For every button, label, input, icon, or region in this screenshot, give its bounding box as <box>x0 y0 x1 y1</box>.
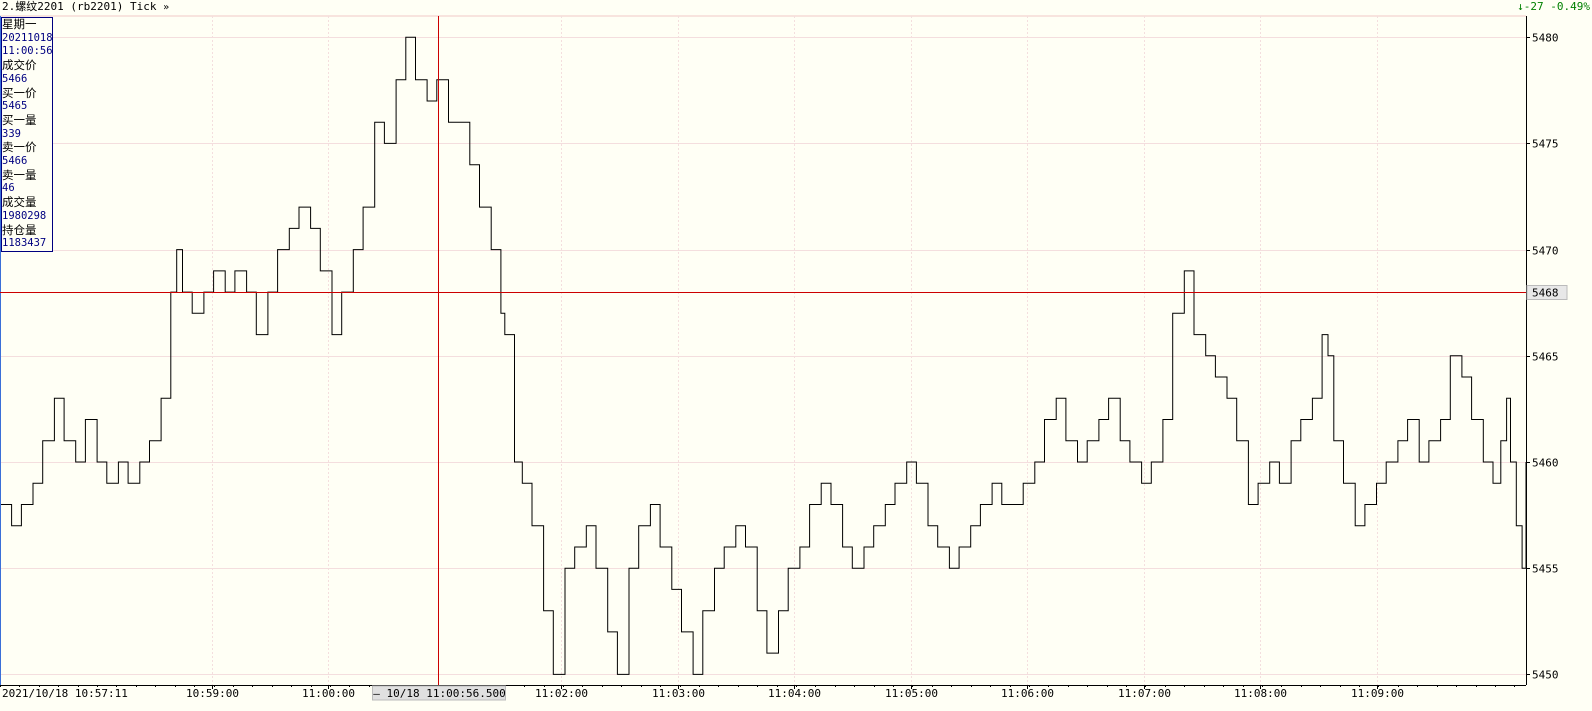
info-date: 20211018 <box>2 31 53 44</box>
y-tick-label: 5450 <box>1532 669 1559 682</box>
info-label-open-interest: 持仓量 <box>2 222 37 237</box>
info-value-last-price: 5466 <box>2 72 28 85</box>
x-tick-label: 11:03:00 <box>652 687 705 700</box>
crosshair-time-label: — 10/18 11:00:56.500 <box>373 687 505 700</box>
x-start-label: 2021/10/18 10:57:11 <box>2 687 128 700</box>
x-tick-label: 11:00:00 <box>302 687 355 700</box>
x-tick-label: 11:04:00 <box>768 687 821 700</box>
double-chevron-down-icon[interactable]: » <box>163 2 170 13</box>
y-tick-label: 5470 <box>1532 245 1559 258</box>
y-tick-label: 5460 <box>1532 457 1559 470</box>
price-change-text: -27 -0.49% <box>1523 0 1590 13</box>
price-series-line <box>0 36 1527 675</box>
grid-lines <box>0 15 1526 685</box>
info-value-bid-volume: 339 <box>2 127 21 140</box>
info-panel: 星期一 20211018 11:00:56 成交价 5466 买一价 5465 … <box>1 17 53 252</box>
y-tick-label: 5480 <box>1532 32 1559 45</box>
arrow-down-icon: ↓ <box>1517 0 1524 13</box>
y-tick-label: 5455 <box>1532 563 1559 576</box>
x-tick-label: 11:07:00 <box>1118 687 1171 700</box>
axes: 5480 5475 5470 5465 5460 5455 5450 10:59:00 11:0… <box>0 16 1559 700</box>
info-value-open-interest: 1183437 <box>2 237 47 250</box>
chart-title-text: 2.螺纹2201 (rb2201) Tick <box>2 0 157 13</box>
x-tick-label: 11:08:00 <box>1234 687 1287 700</box>
info-value-ask-price: 5466 <box>2 155 28 168</box>
info-time: 11:00:56 <box>2 45 53 58</box>
info-label-ask-price: 卖一价 <box>2 140 37 155</box>
info-label-bid-price: 买一价 <box>2 85 37 100</box>
info-value-bid-price: 5465 <box>2 100 28 113</box>
x-tick-label: 10:59:00 <box>186 687 239 700</box>
info-label-volume: 成交量 <box>2 195 37 210</box>
y-tick-label: 5465 <box>1532 351 1559 364</box>
x-tick-label: 11:02:00 <box>535 687 588 700</box>
crosshair-time-box <box>372 685 506 701</box>
price-change: ↓-27 -0.49% <box>1517 0 1590 14</box>
info-label-last-price: 成交价 <box>2 58 37 73</box>
info-weekday: 星期一 <box>2 17 37 31</box>
info-value-volume: 1980298 <box>2 209 47 222</box>
crosshair: 5468 — 10/18 11:00:56.500 <box>0 16 1568 701</box>
info-label-ask-volume: 卖一量 <box>2 167 37 182</box>
crosshair-price-label: 5468 <box>1532 287 1559 300</box>
crosshair-price-box <box>1526 285 1568 300</box>
info-value-ask-volume: 46 <box>2 182 15 195</box>
chart-title: 2.螺纹2201 (rb2201) Tick » <box>2 0 169 14</box>
x-tick-label: 11:05:00 <box>885 687 938 700</box>
price-line <box>0 36 1527 675</box>
x-tick-label: 11:09:00 <box>1351 687 1404 700</box>
info-label-bid-volume: 买一量 <box>2 112 37 127</box>
x-tick-label: 11:06:00 <box>1001 687 1054 700</box>
y-tick-label: 5475 <box>1532 138 1559 151</box>
